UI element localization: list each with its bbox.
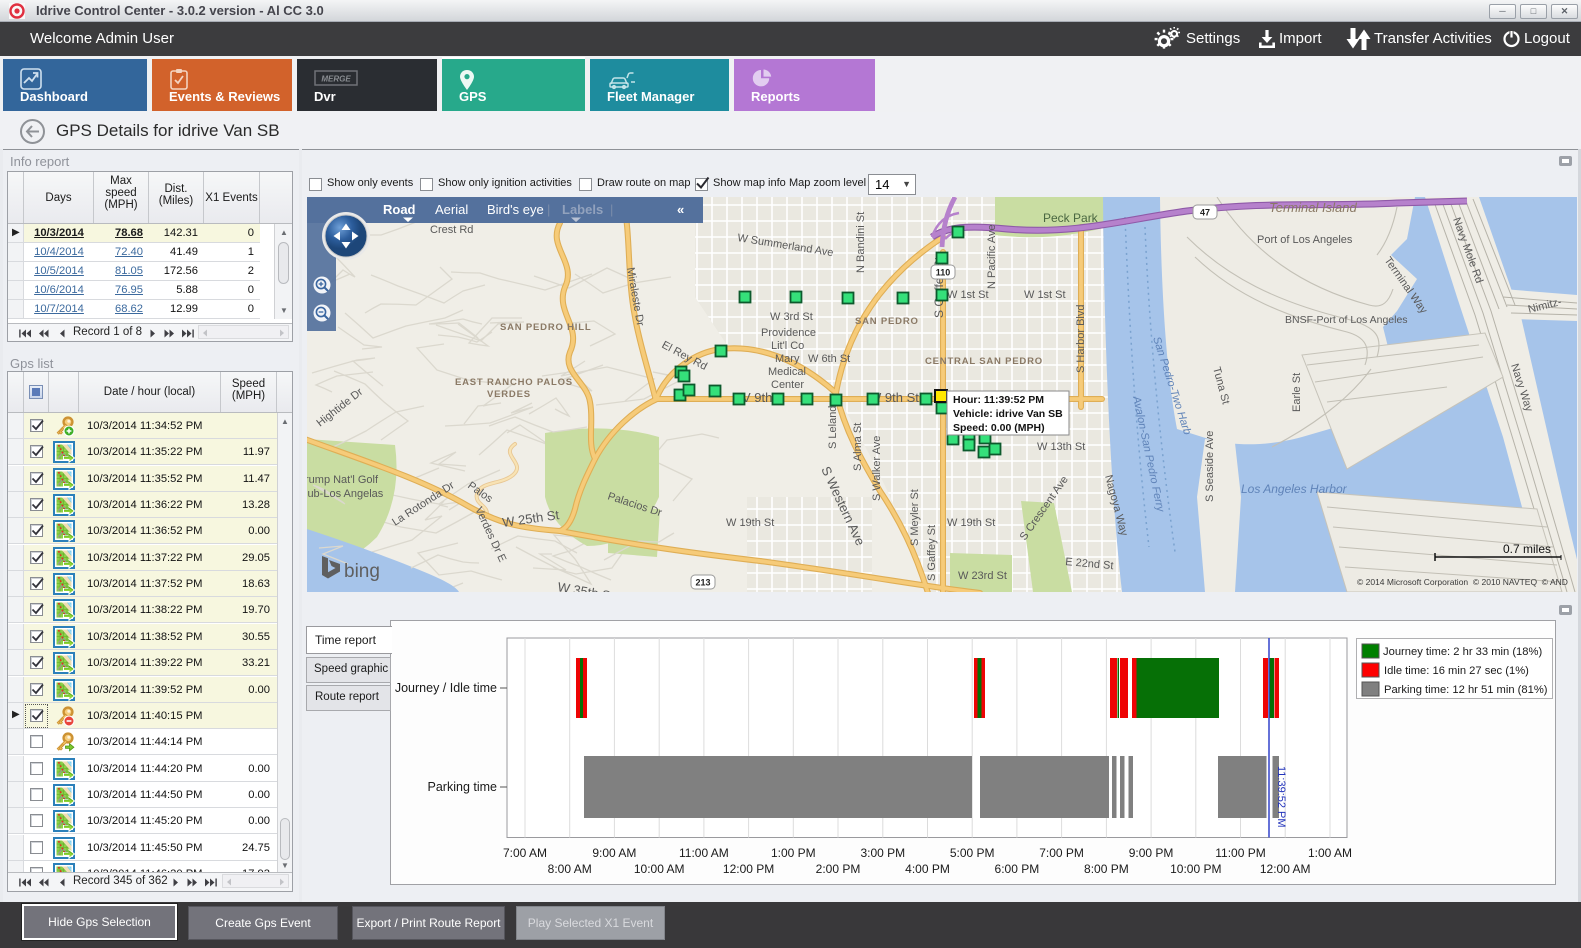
svg-text:Mary: Mary xyxy=(775,353,800,365)
svg-text:Peck Park: Peck Park xyxy=(1043,211,1099,225)
svg-text:6:00 PM: 6:00 PM xyxy=(995,862,1040,876)
svg-text:11:39:52 PM: 11:39:52 PM xyxy=(1275,766,1287,828)
svg-text:Lit'l Co: Lit'l Co xyxy=(771,340,804,352)
svg-text:N Pacific Ave: N Pacific Ave xyxy=(986,224,998,289)
svg-text:Bird's eye: Bird's eye xyxy=(487,202,544,217)
svg-text:8:00 AM: 8:00 AM xyxy=(548,862,592,876)
svg-text:Journey / Idle time: Journey / Idle time xyxy=(395,681,497,695)
svg-text:S Seaside Ave: S Seaside Ave xyxy=(1204,431,1216,502)
svg-text:Labels: Labels xyxy=(562,202,603,217)
svg-text:9:00 PM: 9:00 PM xyxy=(1129,846,1174,860)
svg-text:10:00 AM: 10:00 AM xyxy=(634,862,685,876)
svg-text:© 2014 Microsoft Corporation: © 2014 Microsoft Corporation © 2010 NAVT… xyxy=(1357,577,1568,587)
svg-text:SAN PEDRO HILL: SAN PEDRO HILL xyxy=(500,322,591,333)
svg-text:W 1st St: W 1st St xyxy=(947,289,989,301)
svg-text:Journey time: 2 hr 33 min (18%: Journey time: 2 hr 33 min (18%) xyxy=(1383,646,1542,658)
svg-text:Los Angeles Harbor: Los Angeles Harbor xyxy=(1241,482,1348,496)
svg-text:CENTRAL SAN PEDRO: CENTRAL SAN PEDRO xyxy=(925,356,1043,367)
svg-text:Terminal Island: Terminal Island xyxy=(1269,200,1357,215)
svg-text:S Leland: S Leland xyxy=(827,406,839,449)
svg-text:W 19th St: W 19th St xyxy=(947,517,995,529)
svg-text:47: 47 xyxy=(1200,208,1210,218)
svg-text:VERDES: VERDES xyxy=(487,389,531,400)
svg-text:lub-Los Angelas: lub-Los Angelas xyxy=(307,488,384,500)
svg-text:10:00 PM: 10:00 PM xyxy=(1170,862,1221,876)
svg-text:bing: bing xyxy=(344,561,380,582)
svg-text:Vehicle: idrive Van SB: Vehicle: idrive Van SB xyxy=(953,408,1063,420)
svg-text:|: | xyxy=(547,202,550,217)
svg-text:W 6th St: W 6th St xyxy=(808,353,850,365)
svg-text:W 9th St: W 9th St xyxy=(869,390,919,405)
svg-text:1:00 AM: 1:00 AM xyxy=(1308,846,1352,860)
svg-text:Providence: Providence xyxy=(761,327,816,339)
svg-text:W 23rd St: W 23rd St xyxy=(958,570,1007,582)
svg-text:rump Nat'l Golf: rump Nat'l Golf xyxy=(307,474,379,486)
svg-text:BNSF-Port of Los Angeles: BNSF-Port of Los Angeles xyxy=(1285,314,1408,326)
svg-text:110: 110 xyxy=(936,268,951,278)
svg-text:213: 213 xyxy=(695,578,710,588)
svg-text:W 13th St: W 13th St xyxy=(1037,441,1085,453)
svg-text:Parking time: Parking time xyxy=(428,780,498,794)
svg-text:Speed: 0.00 (MPH): Speed: 0.00 (MPH) xyxy=(953,422,1045,434)
svg-text:Port of Los Angeles: Port of Los Angeles xyxy=(1257,234,1353,246)
svg-text:9:00 AM: 9:00 AM xyxy=(592,846,636,860)
svg-text:11:00 PM: 11:00 PM xyxy=(1215,846,1265,860)
svg-text:12:00 AM: 12:00 AM xyxy=(1260,862,1311,876)
svg-text:S Walker Ave: S Walker Ave xyxy=(871,436,883,501)
svg-text:SAN PEDRO: SAN PEDRO xyxy=(855,316,919,327)
svg-text:|: | xyxy=(610,202,613,217)
svg-text:11:00 AM: 11:00 AM xyxy=(679,846,729,860)
svg-text:2:00 PM: 2:00 PM xyxy=(816,862,861,876)
svg-text:Earle St: Earle St xyxy=(1291,373,1303,412)
svg-text:Center: Center xyxy=(771,379,804,391)
svg-text:S Meyler St: S Meyler St xyxy=(909,489,921,546)
svg-text:0.7 miles: 0.7 miles xyxy=(1503,542,1551,556)
svg-text:Road: Road xyxy=(383,202,416,217)
svg-text:3:00 PM: 3:00 PM xyxy=(860,846,905,860)
svg-text:Parking time: 12 hr 51 min (81: Parking time: 12 hr 51 min (81%) xyxy=(1384,684,1548,696)
svg-text:S Gaffey St: S Gaffey St xyxy=(926,525,938,581)
svg-text:«: « xyxy=(677,202,684,217)
svg-text:Idle time: 16 min 27 sec (1%): Idle time: 16 min 27 sec (1%) xyxy=(1384,665,1529,677)
svg-text:1:00 PM: 1:00 PM xyxy=(771,846,816,860)
svg-text:E 22nd St: E 22nd St xyxy=(1065,556,1114,572)
svg-text:5:00 PM: 5:00 PM xyxy=(950,846,995,860)
svg-text:7:00 PM: 7:00 PM xyxy=(1039,846,1084,860)
svg-text:Crest Rd: Crest Rd xyxy=(430,224,473,236)
svg-text:7:00 AM: 7:00 AM xyxy=(503,846,547,860)
svg-text:W 1st St: W 1st St xyxy=(1024,289,1066,301)
svg-text:N Bandini St: N Bandini St xyxy=(855,212,867,273)
svg-text:W 19th St: W 19th St xyxy=(726,517,774,529)
svg-text:EAST RANCHO PALOS: EAST RANCHO PALOS xyxy=(455,377,573,388)
svg-text:4:00 PM: 4:00 PM xyxy=(905,862,950,876)
svg-text:MERGE: MERGE xyxy=(321,75,351,84)
svg-text:Hour: 11:39:52 PM: Hour: 11:39:52 PM xyxy=(953,394,1044,406)
svg-text:S Harbor Blvd: S Harbor Blvd xyxy=(1075,305,1087,373)
svg-text:W 3rd St: W 3rd St xyxy=(770,311,813,323)
svg-text:8:00 PM: 8:00 PM xyxy=(1084,862,1129,876)
svg-text:12:00 PM: 12:00 PM xyxy=(723,862,774,876)
svg-text:Aerial: Aerial xyxy=(435,202,468,217)
svg-text:Medical: Medical xyxy=(768,366,806,378)
svg-text:S Alma St: S Alma St xyxy=(852,423,864,471)
